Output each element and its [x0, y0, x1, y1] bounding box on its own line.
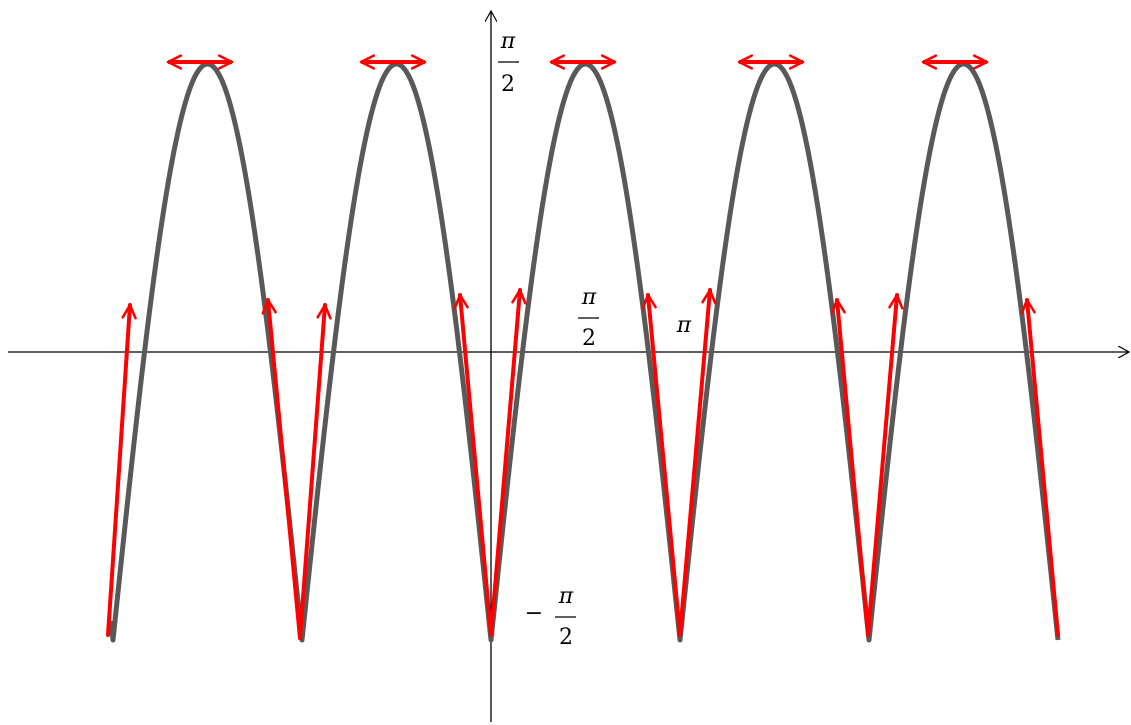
denominator: 2 [501, 72, 515, 97]
numerator: π [581, 285, 597, 310]
x-half-label: π 2 [578, 285, 599, 351]
tangent-arrow [866, 293, 904, 637]
x-pi-label: π [676, 313, 692, 338]
sign: − [525, 601, 543, 626]
tangent-arrow [830, 298, 870, 637]
tangent-arrow [1020, 298, 1060, 637]
numerator: π [500, 29, 516, 54]
tangent-arrows [106, 54, 1060, 640]
denominator: 2 [582, 326, 596, 351]
tangent-arrow [678, 288, 717, 637]
tangent-arrow [489, 288, 527, 637]
tangent-arrow [298, 303, 332, 640]
tangent-arrow [453, 293, 493, 637]
tangent-arrow [106, 303, 137, 637]
y-top-label: π 2 [498, 29, 519, 97]
tangent-arrow [261, 298, 302, 640]
denominator: 2 [559, 625, 573, 650]
numerator: π [558, 584, 574, 609]
tangent-arrow [641, 293, 682, 637]
y-bottom-label: − π 2 [525, 584, 576, 650]
